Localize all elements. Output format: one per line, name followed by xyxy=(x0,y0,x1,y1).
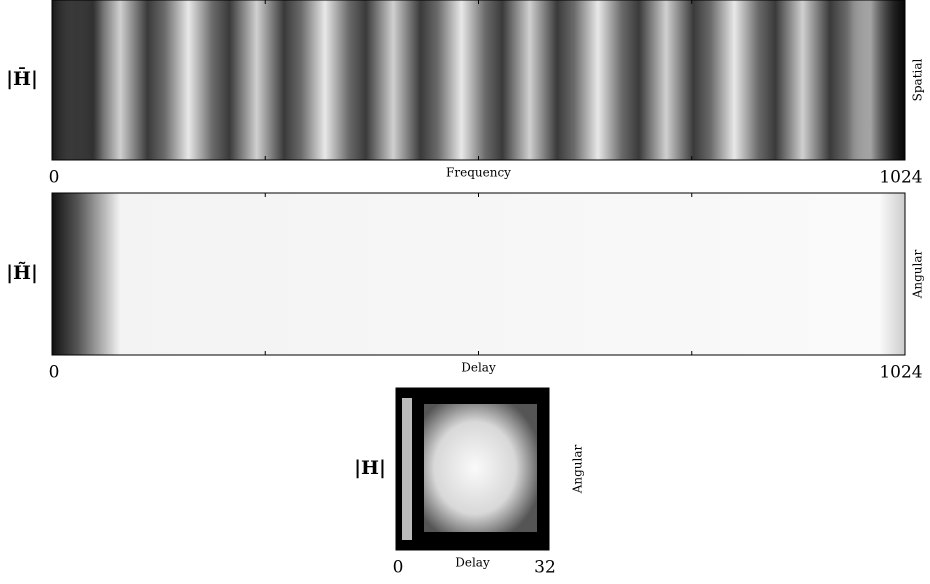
x-tick-label: 1024 xyxy=(879,363,922,383)
right-label: Angular xyxy=(571,444,585,494)
heatmap xyxy=(52,0,905,160)
heatmap-core xyxy=(424,404,537,532)
y-axis-label: |H̄| xyxy=(6,68,38,90)
x-tick-label: 32 xyxy=(534,558,556,578)
x-axis-label: Frequency xyxy=(446,166,511,180)
heatmap xyxy=(52,193,905,355)
x-axis-label: Delay xyxy=(455,556,490,570)
heatmap-stripe xyxy=(402,398,412,540)
x-tick-label: 1024 xyxy=(879,168,922,188)
y-axis-label: |H̃| xyxy=(6,262,38,284)
right-label: Angular xyxy=(911,249,925,299)
right-label: Spatial xyxy=(911,58,925,101)
x-tick-label: 0 xyxy=(49,168,60,188)
x-tick-label: 0 xyxy=(49,363,60,383)
x-axis-label: Delay xyxy=(461,361,496,375)
x-tick-label: 0 xyxy=(393,558,404,578)
y-axis-label: |H| xyxy=(354,457,386,479)
